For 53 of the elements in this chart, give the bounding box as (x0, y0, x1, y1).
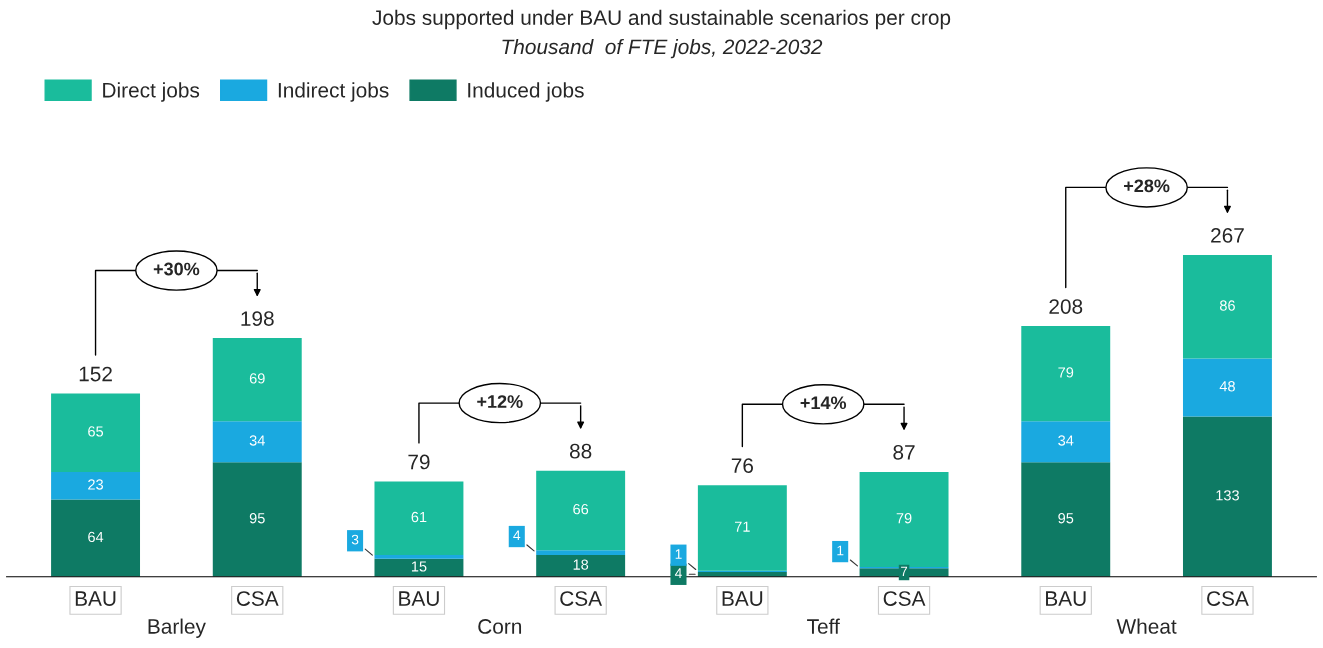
legend-label: Direct jobs (103, 82, 200, 102)
total-label: 208 (1049, 299, 1083, 314)
data-label: 66 (573, 504, 589, 515)
legend-label: Indirect jobs (278, 82, 389, 102)
text: Barley (148, 618, 206, 638)
data-label: 133 (1216, 490, 1239, 501)
text: +28% (1124, 179, 1170, 193)
text: Teff (807, 618, 840, 634)
data-label: 64 (88, 531, 104, 543)
data-label: 86 (1219, 300, 1235, 311)
data-label: 15 (411, 561, 427, 572)
data-label: 65 (88, 426, 104, 437)
data-label: 48 (1219, 381, 1235, 392)
chart-title: Jobs supported under BAU and sustainable scenarios per crop (372, 9, 951, 30)
data-label: 34 (249, 435, 265, 446)
x-tick-label: BAU (75, 591, 116, 606)
data-label: 34 (1058, 435, 1074, 446)
total-label: 87 (893, 444, 915, 460)
data-label: 4 (513, 530, 521, 541)
x-tick-label: BAU (399, 591, 439, 606)
annotation: +30% (153, 262, 200, 276)
annotation: +12% (477, 395, 523, 408)
data-label: 1 (675, 549, 682, 559)
data-label: 3 (351, 534, 359, 545)
data-label: 71 (734, 521, 750, 532)
data-label: 4 (674, 568, 682, 578)
total-label: 152 (79, 366, 112, 382)
text: Corn (478, 619, 522, 634)
data-label: 79 (896, 513, 912, 524)
data-label: 61 (411, 511, 427, 523)
x-tick-label: CSA (883, 591, 926, 606)
annotation: +14% (800, 396, 847, 410)
data-label: 79 (1058, 367, 1074, 378)
data-label: 18 (573, 559, 589, 570)
data-label: 7 (901, 566, 908, 576)
x-tick-label: BAU (722, 591, 763, 606)
x-tick-label: CSA (1207, 591, 1249, 606)
text: Wheat (1116, 618, 1177, 634)
total-label: 88 (569, 443, 592, 459)
data-label: 23 (88, 479, 104, 490)
total-label: 79 (408, 454, 430, 470)
data-label: 95 (1058, 513, 1074, 524)
total-label: 267 (1211, 228, 1244, 243)
x-tick-label: CSA (236, 591, 279, 606)
total-label: 76 (731, 458, 754, 473)
x-tick-label: BAU (1046, 591, 1086, 606)
data-label: 95 (249, 513, 265, 524)
data-label: 1 (837, 545, 844, 556)
x-tick-label: CSA (560, 591, 603, 606)
data-label: 69 (249, 373, 265, 384)
total-label: 198 (241, 311, 274, 326)
chart-subtitle: Thousand of FTE jobs, 2022-2032 (502, 38, 823, 59)
legend-label: Induced jobs (468, 82, 584, 102)
